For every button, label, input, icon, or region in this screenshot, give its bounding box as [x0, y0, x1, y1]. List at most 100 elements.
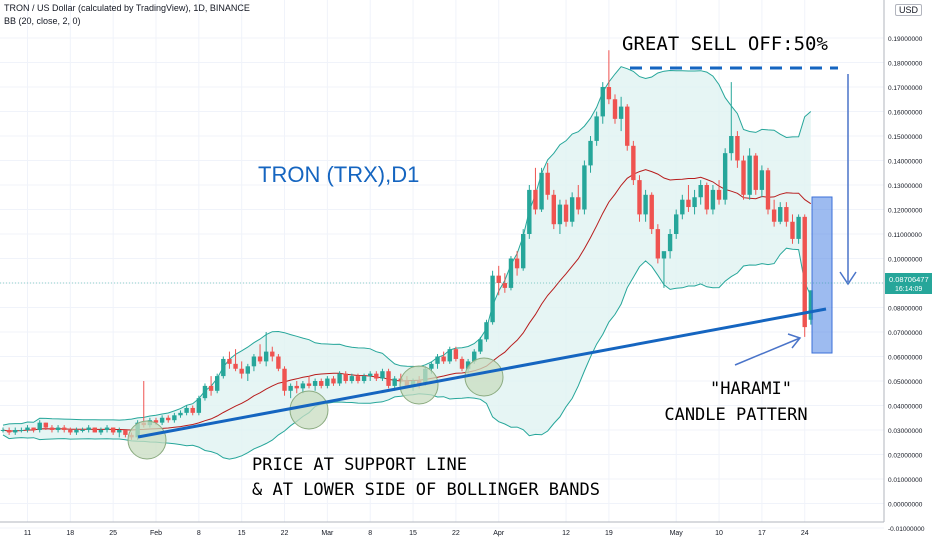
candle-body — [110, 427, 116, 433]
bollinger-fill — [3, 66, 811, 460]
indicator-header: BB (20, close, 2, 0) — [4, 16, 81, 26]
candle-body — [104, 427, 110, 430]
candle-body — [521, 234, 526, 269]
support-touch-circle — [464, 357, 504, 397]
candle-body — [386, 371, 391, 386]
candle-body — [557, 204, 563, 225]
candle-body — [319, 381, 324, 386]
candle-body — [765, 170, 771, 210]
candle-body — [257, 356, 263, 362]
y-tick-label: 0.14000000 — [888, 159, 923, 166]
candle-body — [539, 172, 544, 210]
candle-body — [710, 189, 716, 210]
candle-body — [221, 358, 226, 377]
candle-body — [263, 351, 269, 362]
candle-body — [13, 430, 18, 433]
candle-body — [178, 412, 183, 416]
candle-body — [0, 430, 6, 431]
x-tick-label: 25 — [109, 530, 117, 537]
candle-body — [166, 417, 171, 421]
candle-body — [649, 194, 654, 230]
candle-body — [196, 398, 202, 413]
candle-body — [123, 430, 128, 435]
candle-body — [239, 368, 244, 374]
candle-body — [692, 197, 697, 208]
y-tick-label: 0.08000000 — [888, 306, 923, 313]
candle-body — [343, 373, 348, 381]
candle-body — [753, 155, 758, 190]
candle-body — [49, 427, 55, 430]
x-tick-label: Feb — [150, 530, 162, 537]
candle-body — [55, 427, 61, 430]
y-tick-label: 0.03000000 — [888, 428, 923, 435]
candle-body — [637, 180, 642, 215]
x-tick-label: 15 — [409, 530, 417, 537]
candle-body — [190, 407, 195, 413]
candle-body — [92, 427, 97, 433]
candle-body — [31, 427, 36, 430]
candle-body — [686, 199, 691, 208]
candle-body — [594, 116, 599, 141]
currency-button[interactable]: USD — [894, 4, 922, 16]
candle-body — [588, 140, 593, 166]
y-tick-label: 0.01000000 — [888, 477, 923, 484]
candle-body — [802, 216, 807, 328]
y-axis-labels: 0.19000000 0.18000000 0.17000000 0.16000000… — [888, 36, 925, 533]
candle-body — [790, 221, 795, 239]
candle-body — [355, 376, 361, 381]
harami-annotation-line2: CANDLE PATTERN — [664, 405, 807, 425]
candle-body — [716, 189, 722, 200]
candle-body — [472, 351, 477, 362]
candle-body — [618, 106, 624, 119]
candle-body — [545, 172, 550, 195]
y-tick-label: 0.06000000 — [888, 355, 923, 362]
candle-body — [251, 356, 257, 367]
candle-body — [741, 160, 746, 195]
candle-body — [606, 87, 612, 100]
chart-title-annotation: TRON (TRX),D1 — [258, 162, 419, 187]
candle-body — [502, 283, 508, 288]
candle-body — [331, 378, 336, 384]
candle-body — [808, 290, 814, 320]
candle-body — [43, 422, 49, 428]
candle-body — [86, 427, 91, 430]
support-annotation-line1: PRICE AT SUPPORT LINE — [252, 455, 467, 475]
x-tick-label: 12 — [562, 530, 570, 537]
candle-body — [674, 214, 679, 234]
x-tick-label: 15 — [238, 530, 246, 537]
y-tick-label: -0.01000000 — [888, 526, 925, 533]
candle-body — [215, 376, 220, 391]
candle-body — [300, 383, 306, 389]
candle-body — [465, 361, 471, 369]
candle-body — [655, 229, 661, 259]
candle-body — [533, 189, 538, 210]
candle-body — [625, 106, 630, 146]
price-badge-value: 0.08706477 — [889, 275, 929, 284]
candle-body — [563, 204, 569, 222]
candle-body — [704, 185, 709, 210]
candle-body — [729, 136, 734, 154]
candle-body — [631, 145, 636, 181]
candle-body — [612, 99, 618, 119]
candle-body — [759, 170, 765, 190]
candle-body — [698, 185, 703, 198]
candle-body — [117, 430, 122, 433]
candle-body — [159, 417, 165, 423]
x-axis-labels: 11 18 25 Feb 8 15 22 Mar 8 15 22 Apr 12 19 May 10 17 24 — [24, 530, 809, 537]
candle-body — [361, 376, 367, 381]
candle-body — [282, 368, 287, 391]
candle-body — [643, 194, 648, 215]
y-tick-label: 0.15000000 — [888, 134, 923, 141]
x-tick-label: Apr — [493, 530, 505, 537]
price-badge — [885, 273, 932, 294]
candle-body — [153, 420, 159, 423]
candle-body — [25, 427, 30, 430]
x-tick-label: 8 — [368, 530, 372, 537]
candle-body — [484, 322, 489, 340]
candle-body — [172, 415, 177, 421]
bollinger-upper-band — [2, 66, 812, 426]
x-tick-label: 10 — [715, 530, 723, 537]
y-tick-label: 0.07000000 — [888, 330, 923, 337]
y-tick-label: 0.10000000 — [888, 257, 923, 264]
